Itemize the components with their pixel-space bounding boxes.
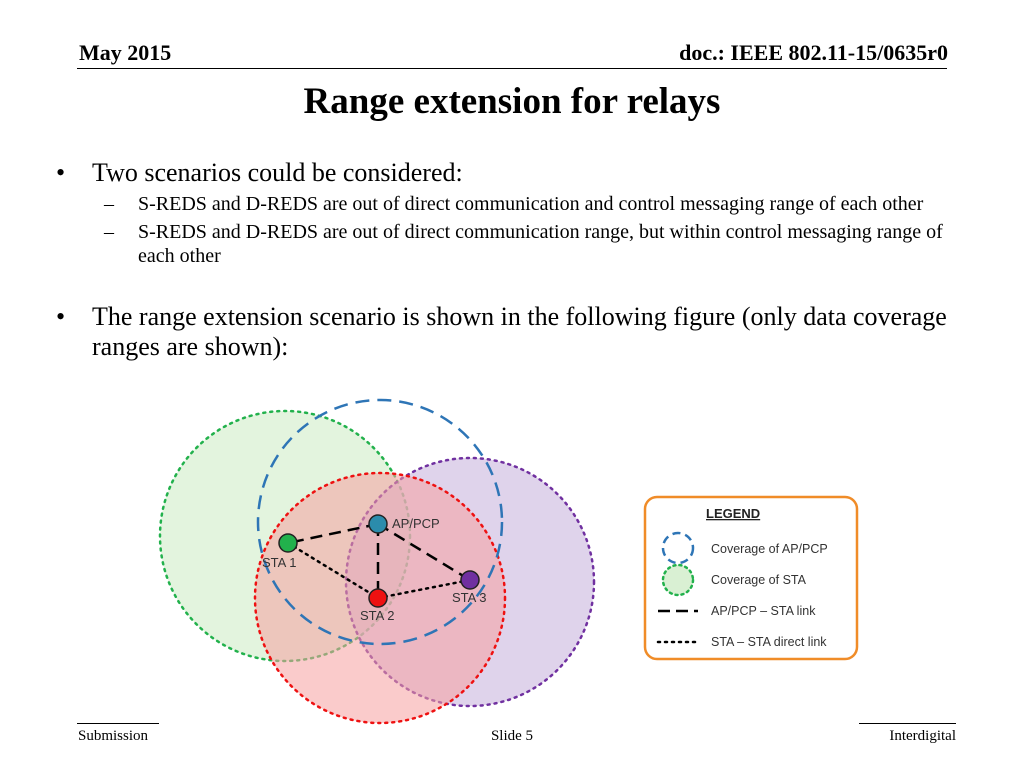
sta3-node xyxy=(460,570,480,590)
sta-coverage-swatch-icon xyxy=(661,563,695,597)
sub-bullet-text: S-REDS and D-REDS are out of direct comm… xyxy=(138,221,943,267)
header-divider xyxy=(77,68,947,69)
header-doc-id: doc.: IEEE 802.11-15/0635r0 xyxy=(679,40,948,65)
sta1-node xyxy=(278,533,298,553)
dash-icon: – xyxy=(104,193,114,215)
dash-icon: – xyxy=(104,221,114,243)
footer-submission: Submission xyxy=(78,728,149,744)
bullet-icon: • xyxy=(56,302,66,331)
footer-company: Interdigital xyxy=(889,728,956,744)
legend-item-sta-sta-link: STA – STA direct link xyxy=(711,635,827,649)
bullet-item: • The range extension scenario is shown … xyxy=(56,302,956,362)
ap-node xyxy=(368,514,388,534)
ap-sta1-link xyxy=(287,522,379,545)
sta1-label: STA 1 xyxy=(262,555,296,570)
sta3-label: STA 3 xyxy=(452,590,486,605)
bullet-text: Two scenarios could be considered: xyxy=(92,158,463,187)
bullet-list: • Two scenarios could be considered: – S… xyxy=(56,158,956,362)
bullet-text: The range extension scenario is shown in… xyxy=(92,302,947,361)
range-extension-figure: AP/PCP STA 1 STA 2 STA 3 LEGEND Coverage… xyxy=(158,398,859,725)
sta2-node xyxy=(368,588,388,608)
legend-item-ap-coverage: Coverage of AP/PCP xyxy=(711,542,828,556)
slide-title: Range extension for relays xyxy=(303,81,721,122)
legend: LEGEND Coverage of AP/PCP Coverage of ST… xyxy=(643,495,859,661)
legend-item-ap-sta-link: AP/PCP – STA link xyxy=(711,604,816,618)
header-date: May 2015 xyxy=(79,40,172,65)
bullet-icon: • xyxy=(56,158,66,187)
sta2-label: STA 2 xyxy=(360,608,394,623)
bullet-item: • Two scenarios could be considered: xyxy=(56,158,956,188)
sub-bullet-item: – S-REDS and D-REDS are out of direct co… xyxy=(56,220,956,268)
ap-coverage xyxy=(256,398,504,646)
ap-coverage-swatch-icon xyxy=(661,531,695,565)
footer-slide-number: Slide 5 xyxy=(490,728,534,744)
footer-divider-right xyxy=(859,723,956,724)
legend-item-sta-coverage: Coverage of STA xyxy=(711,573,807,587)
sta2-sta3-direct-link xyxy=(376,578,472,600)
sub-bullet-item: – S-REDS and D-REDS are out of direct co… xyxy=(56,192,956,216)
sub-bullet-text: S-REDS and D-REDS are out of direct comm… xyxy=(138,193,924,215)
footer-divider-left xyxy=(77,723,159,724)
legend-title: LEGEND xyxy=(706,506,760,521)
ap-label: AP/PCP xyxy=(392,516,440,531)
